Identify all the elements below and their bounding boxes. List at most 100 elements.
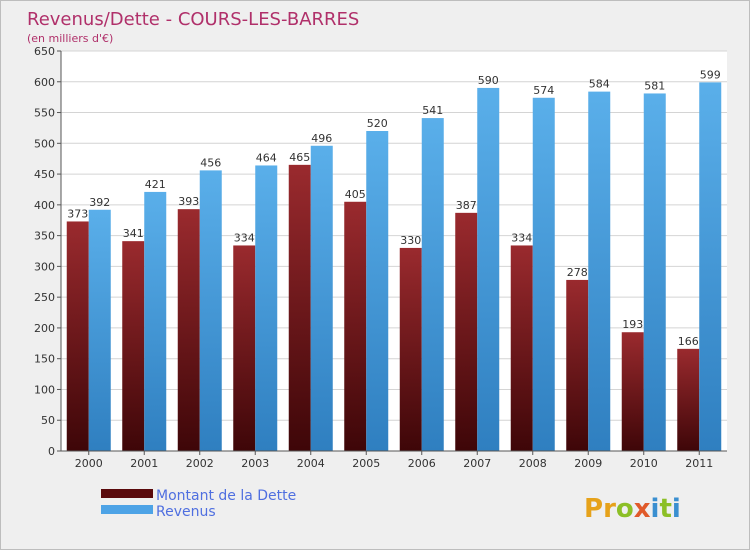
x-tick-label: 2011 [685,457,713,470]
bar-dette [455,212,478,451]
value-label-revenus: 464 [256,151,277,164]
value-label-dette: 405 [345,188,366,201]
value-label-revenus: 541 [422,104,443,117]
legend-label-revenus: Revenus [156,504,216,520]
legend-item-dette: Montant de la Dette [101,488,296,504]
bar-revenus [144,191,167,451]
logo-letter: P [584,494,603,524]
proxiti-logo-text: Proxiti [584,494,681,524]
bar-dette [344,201,367,451]
value-label-revenus: 392 [89,196,110,209]
grid-lines [61,50,727,421]
x-tick-label: 2004 [297,457,325,470]
x-tick-label: 2008 [519,457,547,470]
value-label-dette: 387 [456,199,477,212]
value-label-revenus: 456 [200,156,221,169]
bar-revenus [310,145,333,451]
value-label-dette: 465 [289,151,310,164]
bar-dette [233,245,256,451]
axes [60,51,727,452]
bar-dette [399,247,422,451]
value-label-revenus: 496 [311,132,332,145]
x-axis-ticks: 2000 2001 2002 2003 2004 2005 2006 2007 2008 2009… [75,451,713,470]
legend-swatch-dette [101,489,153,498]
legend: Montant de la Dette Revenus [101,488,296,520]
x-tick-label: 2005 [352,457,380,470]
bar-dette [566,279,589,451]
logo-letter: o [616,494,634,524]
y-tick-label: 0 [48,445,55,458]
bar-dette [177,209,200,451]
value-label-revenus: 584 [589,78,610,91]
y-tick-label: 500 [34,137,55,150]
bar-dette [66,221,89,451]
x-tick-label: 2010 [630,457,658,470]
value-label-revenus: 421 [145,178,166,191]
x-tick-label: 2006 [408,457,436,470]
y-tick-label: 400 [34,199,55,212]
bar-revenus [255,165,278,451]
y-tick-label: 100 [34,383,55,396]
value-label-dette: 393 [178,195,199,208]
bar-revenus [477,87,500,451]
y-tick-label: 350 [34,230,55,243]
logo-letter: i [672,494,681,524]
chart-title: Revenus/Dette - COURS-LES-BARRES [27,9,359,30]
y-tick-label: 150 [34,353,55,366]
value-label-dette: 278 [567,266,588,279]
legend-item-revenus: Revenus [101,504,216,520]
bar-revenus [532,97,555,452]
logo-letter: x [634,494,651,524]
bar-revenus [88,209,111,451]
logo-letter: t [659,494,671,524]
y-tick-label: 50 [41,414,55,427]
bar-dette [621,332,644,451]
bar-revenus [643,93,666,451]
value-label-dette: 166 [678,335,699,348]
value-label-revenus: 520 [367,117,388,130]
bar-revenus [199,170,222,451]
bar-revenus [366,131,389,451]
logo-letter: i [651,494,660,524]
y-axis-ticks: 0 50 100 150 200 250 300 350 400 450 500 550 600 650 [34,45,61,458]
bar-dette [288,164,311,451]
y-tick-label: 200 [34,322,55,335]
value-label-revenus: 574 [533,84,554,97]
x-tick-label: 2009 [574,457,602,470]
value-label-revenus: 581 [644,79,665,92]
bar-revenus [588,91,611,451]
x-tick-label: 2007 [463,457,491,470]
value-label-dette: 341 [123,227,144,240]
logo-letter: r [603,494,616,524]
x-tick-label: 2000 [75,457,103,470]
legend-label-dette: Montant de la Dette [156,488,296,504]
plot-area [61,51,727,451]
value-label-dette: 373 [67,207,88,220]
x-tick-label: 2003 [241,457,269,470]
value-label-revenus: 599 [700,68,721,81]
proxiti-logo: Proxiti [584,494,681,524]
value-label-dette: 330 [400,234,421,247]
y-tick-label: 300 [34,260,55,273]
bar-revenus [421,118,444,452]
x-tick-label: 2001 [130,457,158,470]
bar-revenus [699,82,722,451]
bars [66,82,722,452]
legend-swatch-revenus [101,505,153,514]
x-tick-label: 2002 [186,457,214,470]
bar-dette [677,348,700,451]
y-tick-label: 450 [34,168,55,181]
y-tick-label: 550 [34,107,55,120]
value-label-revenus: 590 [478,74,499,87]
y-tick-label: 250 [34,291,55,304]
y-tick-label: 600 [34,76,55,89]
value-label-dette: 193 [622,318,643,331]
bar-dette [122,241,145,451]
chart-subtitle: (en milliers d'€) [27,32,113,45]
y-tick-label: 650 [34,45,55,58]
bar-dette [510,245,533,451]
value-label-dette: 334 [511,231,532,244]
